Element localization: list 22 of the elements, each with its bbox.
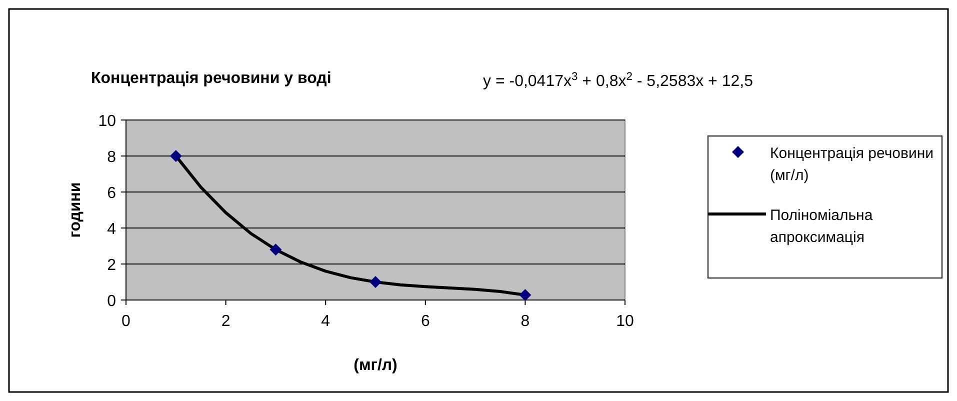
y-tick-label: 6 [107,185,116,202]
y-tick-label: 0 [107,293,116,310]
legend-label: Концентрація речовини (мг/л) [770,145,934,184]
x-tick-label: 2 [221,313,230,330]
x-axis-title: (мг/л) [354,357,398,374]
text: y = -0,0417x$^{3}$ + 0,8x$^{2}$ - 5,2583x + 12,5 [483,71,754,90]
point [270,244,282,256]
chart-title: Концентрація речовини у воді [91,70,332,87]
point [170,150,182,162]
x-tick-label: 8 [520,313,530,330]
x-tick-label: 4 [321,313,330,330]
y-tick-label: 2 [107,257,116,274]
y-tick-label: 8 [107,149,116,166]
y-tick-label: 10 [98,113,116,130]
y-axis-title: години [67,182,84,238]
y-tick-label: 4 [107,221,116,238]
x-tick-label: 10 [616,313,634,330]
x-tick-label: 0 [122,313,131,330]
point [519,288,532,301]
point [370,276,382,288]
x-tick-label: 6 [420,313,430,330]
legend-label: Поліноміальна апроксимація [770,207,874,246]
